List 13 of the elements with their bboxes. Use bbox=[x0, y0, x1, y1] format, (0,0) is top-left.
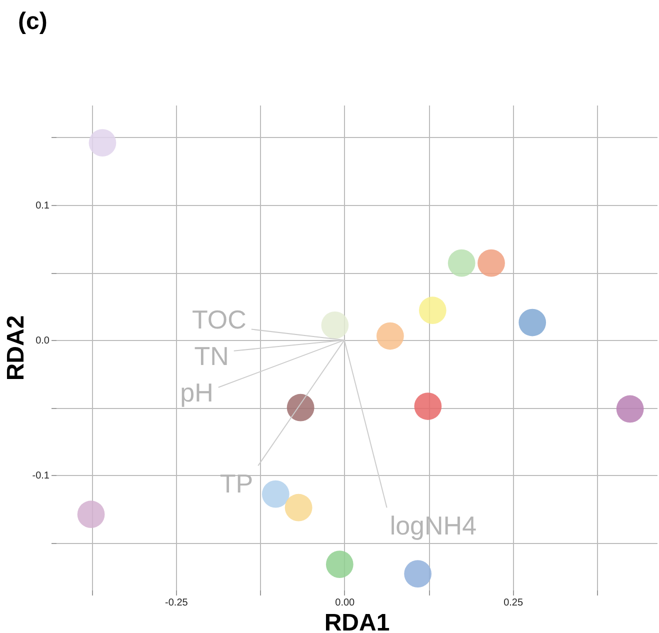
y-tick-label: -0.1 bbox=[32, 470, 50, 482]
chart-title: (c) bbox=[18, 8, 48, 36]
x-axis-title: RDA1 bbox=[324, 610, 390, 633]
series-label: pH bbox=[180, 377, 214, 408]
series-label: TP bbox=[220, 468, 254, 499]
x-tick-label: 0.00 bbox=[335, 598, 356, 608]
y-tick-label: 0.0 bbox=[36, 336, 50, 347]
series-label: TN bbox=[194, 340, 229, 371]
series-label: TOC bbox=[192, 304, 246, 334]
y-tick-label: 0.1 bbox=[36, 200, 50, 212]
x-tick-label: 0.25 bbox=[504, 598, 524, 608]
y-axis-title: RDA2 bbox=[2, 315, 30, 381]
x-tick-label: -0.25 bbox=[165, 598, 188, 608]
